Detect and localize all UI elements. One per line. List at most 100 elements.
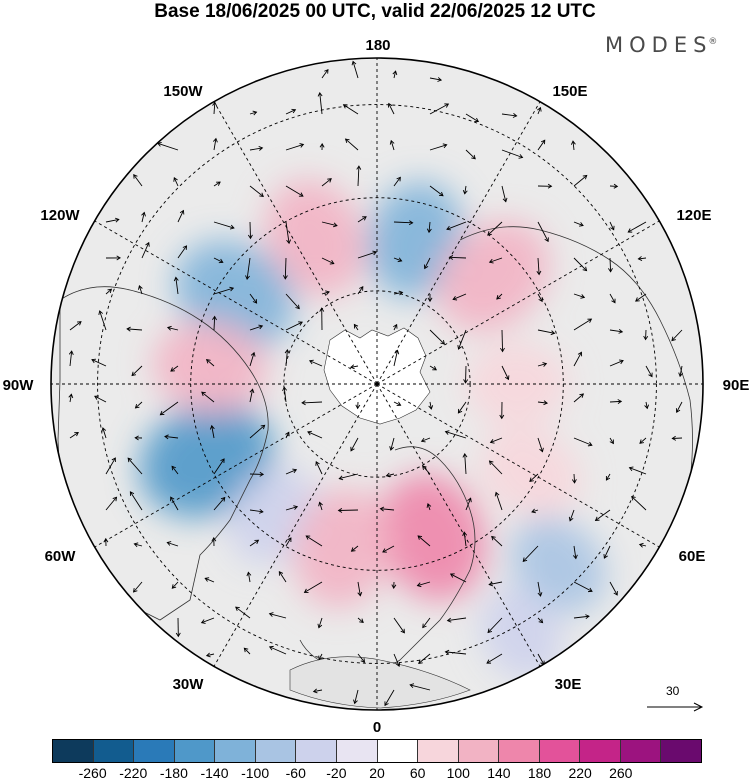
colorbar-segment — [377, 740, 419, 762]
wind-vector-head — [544, 237, 549, 243]
longitude-label: 30E — [555, 676, 582, 693]
wind-vector-head — [205, 652, 211, 658]
wind-vector — [501, 149, 523, 158]
wind-vector — [445, 431, 467, 439]
wind-vector-head — [637, 256, 643, 261]
wind-vector-head — [394, 349, 400, 355]
wind-vector-head — [488, 581, 494, 587]
wind-vector — [639, 437, 647, 444]
wind-vector — [285, 321, 303, 331]
wind-vector — [537, 653, 545, 665]
wind-vector — [573, 581, 593, 592]
wind-vector — [386, 473, 395, 477]
wind-vector — [496, 293, 503, 300]
wind-vector — [352, 61, 359, 79]
wind-vector — [463, 532, 467, 547]
wind-vector-head — [362, 216, 367, 221]
wind-vector-head — [550, 330, 556, 336]
wind-vector — [357, 251, 377, 259]
wind-vector-head — [131, 371, 137, 377]
wind-vector-head — [298, 321, 303, 326]
wind-vector-head — [395, 662, 401, 667]
wind-vector — [445, 651, 467, 655]
wind-vector — [573, 221, 584, 226]
wind-vector-head — [603, 554, 608, 559]
wind-vector-head — [101, 427, 107, 432]
wind-vector — [573, 615, 590, 619]
wind-vector-head — [332, 222, 338, 228]
wind-vector-head — [126, 326, 131, 332]
meridian-line — [94, 383, 378, 548]
wind-vector — [609, 581, 618, 596]
wind-vector — [141, 242, 150, 259]
wind-vector-head — [639, 439, 644, 444]
wind-vector — [175, 277, 179, 295]
wind-vector-head — [235, 606, 240, 612]
wind-vector-head — [220, 496, 226, 502]
wind-vector-head — [299, 143, 305, 148]
colorbar-tick-label: 20 — [369, 765, 385, 781]
wind-vector-head — [610, 225, 615, 231]
wind-vector-head — [116, 255, 121, 261]
wind-vector — [450, 573, 467, 583]
wind-vector — [393, 71, 397, 79]
wind-vector — [249, 147, 263, 151]
wind-vector — [427, 503, 431, 511]
wind-vector — [489, 257, 503, 263]
wind-vector-head — [522, 557, 528, 563]
wind-vector — [410, 684, 431, 691]
wind-vector-head — [287, 537, 292, 542]
wind-vector-head — [212, 101, 218, 107]
colorbar-tick-label: -100 — [241, 765, 270, 781]
wind-vector-head — [423, 264, 429, 270]
wind-vector — [213, 138, 217, 151]
africa-north-coast — [289, 656, 471, 709]
wind-vector-head — [487, 628, 493, 634]
wind-vector — [131, 365, 143, 376]
wind-vector — [417, 535, 431, 547]
wind-vector — [321, 178, 332, 187]
colorbar-tick-label: -260 — [78, 765, 107, 781]
wind-vector-head — [467, 497, 472, 503]
wind-vector-head — [138, 285, 143, 290]
wind-vector — [393, 350, 398, 367]
wind-vector-head — [182, 245, 188, 250]
wind-vector — [302, 401, 323, 404]
wind-vector — [213, 458, 225, 475]
wind-vector — [318, 653, 323, 660]
wind-vector-head — [417, 535, 423, 540]
meridian-line — [376, 383, 660, 548]
wind-vector-head — [201, 391, 206, 397]
wind-vector-head — [488, 460, 494, 466]
colorbar-segment — [580, 740, 621, 762]
wind-vector-head — [114, 217, 120, 223]
wind-vector — [285, 432, 290, 439]
wind-vector — [491, 536, 503, 547]
wind-vector-head — [605, 475, 611, 481]
wind-vector — [269, 646, 287, 655]
wind-vector — [573, 437, 593, 446]
wind-vector — [278, 571, 287, 583]
wind-vector-head — [344, 138, 350, 144]
wind-vector-head — [205, 359, 211, 364]
wind-vector — [465, 149, 476, 160]
wind-vector — [429, 329, 445, 345]
meridian-line — [376, 220, 660, 385]
wind-vector — [164, 436, 179, 439]
wind-vector — [569, 509, 575, 521]
wind-vector — [573, 473, 576, 483]
wind-vector-head — [449, 573, 455, 578]
wind-vector-head — [258, 146, 264, 151]
wind-vector-head — [397, 257, 403, 263]
wind-vector-head — [342, 104, 348, 109]
wind-vector — [133, 581, 143, 593]
wind-vector-head — [572, 554, 578, 560]
wind-vector — [501, 365, 509, 380]
anomaly-blob — [293, 487, 392, 609]
wind-vector-head — [145, 241, 150, 247]
wind-vector — [429, 144, 447, 151]
wind-vector — [160, 401, 179, 416]
wind-vector-head — [675, 408, 681, 413]
wind-vector-head — [568, 516, 574, 522]
wind-vector-head — [249, 388, 255, 394]
